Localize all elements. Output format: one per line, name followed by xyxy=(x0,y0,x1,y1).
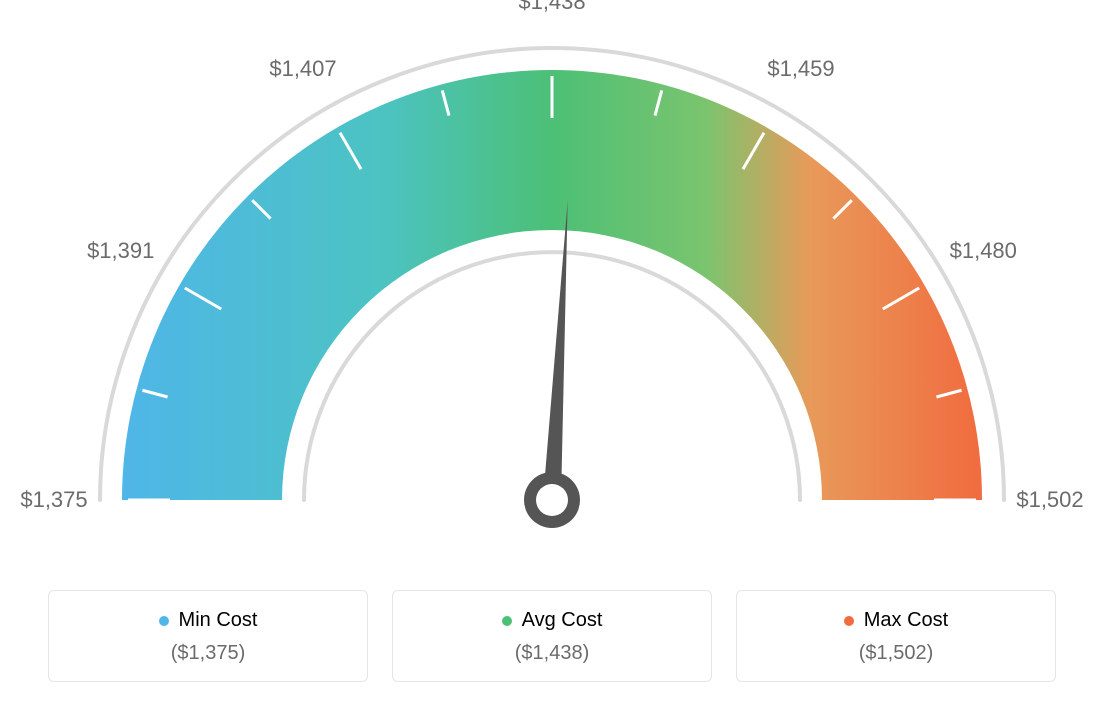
legend-card-avg: Avg Cost ($1,438) xyxy=(392,590,712,682)
dot-icon xyxy=(502,616,512,626)
gauge-tick-label: $1,407 xyxy=(269,56,336,82)
gauge-tick-label: $1,502 xyxy=(1016,487,1083,513)
cost-gauge-chart: $1,375$1,391$1,407$1,438$1,459$1,480$1,5… xyxy=(22,20,1082,580)
gauge-tick-label: $1,375 xyxy=(20,487,87,513)
dot-icon xyxy=(844,616,854,626)
legend-row: Min Cost ($1,375) Avg Cost ($1,438) Max … xyxy=(20,590,1084,682)
legend-card-min: Min Cost ($1,375) xyxy=(48,590,368,682)
legend-value-min: ($1,375) xyxy=(59,642,357,665)
legend-card-max: Max Cost ($1,502) xyxy=(736,590,1056,682)
gauge-tick-label: $1,480 xyxy=(950,238,1017,264)
gauge-tick-label: $1,391 xyxy=(87,238,154,264)
legend-title-min: Min Cost xyxy=(179,609,258,632)
legend-value-avg: ($1,438) xyxy=(403,642,701,665)
dot-icon xyxy=(159,616,169,626)
legend-title-avg: Avg Cost xyxy=(522,609,603,632)
gauge-tick-label: $1,438 xyxy=(518,0,585,15)
gauge-tick-label: $1,459 xyxy=(767,56,834,82)
legend-title-max: Max Cost xyxy=(864,609,948,632)
gauge-svg xyxy=(22,20,1082,580)
legend-value-max: ($1,502) xyxy=(747,642,1045,665)
